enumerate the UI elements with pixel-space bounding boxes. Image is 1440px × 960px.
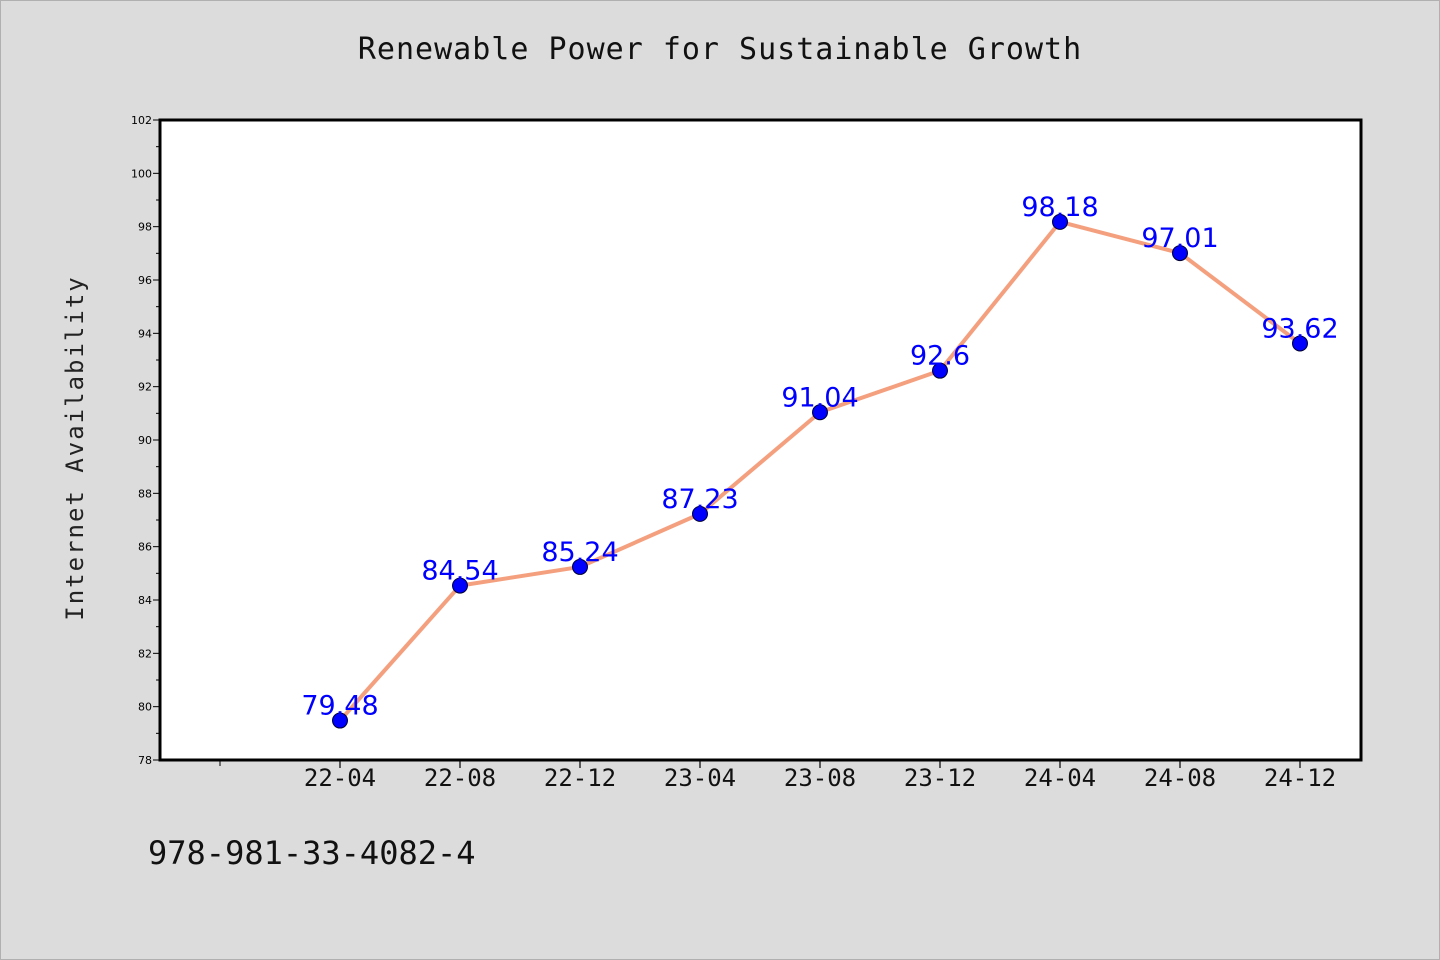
data-label: 87.23	[661, 484, 738, 515]
x-tick-label: 23-04	[664, 764, 736, 792]
y-axis: 78 80 82 84 86 88 90 92 94 96 98 100 102	[131, 114, 160, 767]
y-tick-label: 98	[138, 221, 152, 234]
data-point	[812, 404, 828, 421]
x-tick-label: 22-08	[424, 764, 496, 792]
x-tick-label: 24-08	[1144, 764, 1216, 792]
x-tick-label: 22-12	[544, 764, 616, 792]
y-tick-label: 96	[138, 274, 152, 287]
y-tick-label: 78	[138, 754, 152, 767]
data-label: 97.01	[1141, 223, 1218, 254]
data-label: 93.62	[1261, 313, 1338, 344]
data-label: 84.54	[421, 556, 498, 587]
y-tick-label: 102	[131, 114, 152, 127]
data-point	[932, 362, 948, 379]
y-tick-label: 82	[138, 647, 152, 660]
x-axis: 22-04 22-08 22-12 23-04 23-08 23-12 24-04 24-08…	[219, 760, 1336, 792]
data-label: 98.18	[1021, 192, 1098, 223]
y-tick-label: 84	[138, 594, 152, 607]
y-tick-label: 90	[138, 434, 152, 447]
x-tick-label: 24-12	[1264, 764, 1336, 792]
y-tick-label: 94	[138, 327, 152, 340]
data-point	[692, 505, 708, 522]
plot-area	[160, 120, 1361, 760]
data-label: 79.48	[301, 691, 378, 722]
x-tick-label: 23-12	[904, 764, 976, 792]
plot-border	[158, 118, 1363, 762]
x-tick-label: 23-08	[784, 764, 856, 792]
data-point	[332, 712, 348, 729]
x-tick-label: 22-04	[304, 764, 376, 792]
data-label: 92.6	[910, 341, 970, 372]
data-point	[1172, 245, 1188, 262]
isbn-text: 978-981-33-4082-4	[148, 834, 476, 872]
y-tick-label: 86	[138, 541, 152, 554]
y-tick-label: 100	[131, 167, 152, 180]
series-group	[332, 213, 1308, 729]
y-tick-label: 88	[138, 487, 152, 500]
chart-title: Renewable Power for Sustainable Growth	[357, 32, 1083, 67]
data-point	[1052, 213, 1068, 230]
data-point	[1292, 335, 1308, 352]
x-tick-label: 24-04	[1024, 764, 1096, 792]
data-label: 85.24	[541, 537, 618, 568]
y-tick-label: 92	[138, 381, 152, 394]
data-label: 91.04	[781, 382, 858, 413]
y-tick-label: 80	[138, 701, 152, 714]
data-labels-group: 79.48 84.54 85.24 87.23 91.04 92.6 98.18 97.01 9…	[301, 192, 1338, 722]
data-point	[572, 558, 588, 575]
data-point	[452, 577, 468, 594]
